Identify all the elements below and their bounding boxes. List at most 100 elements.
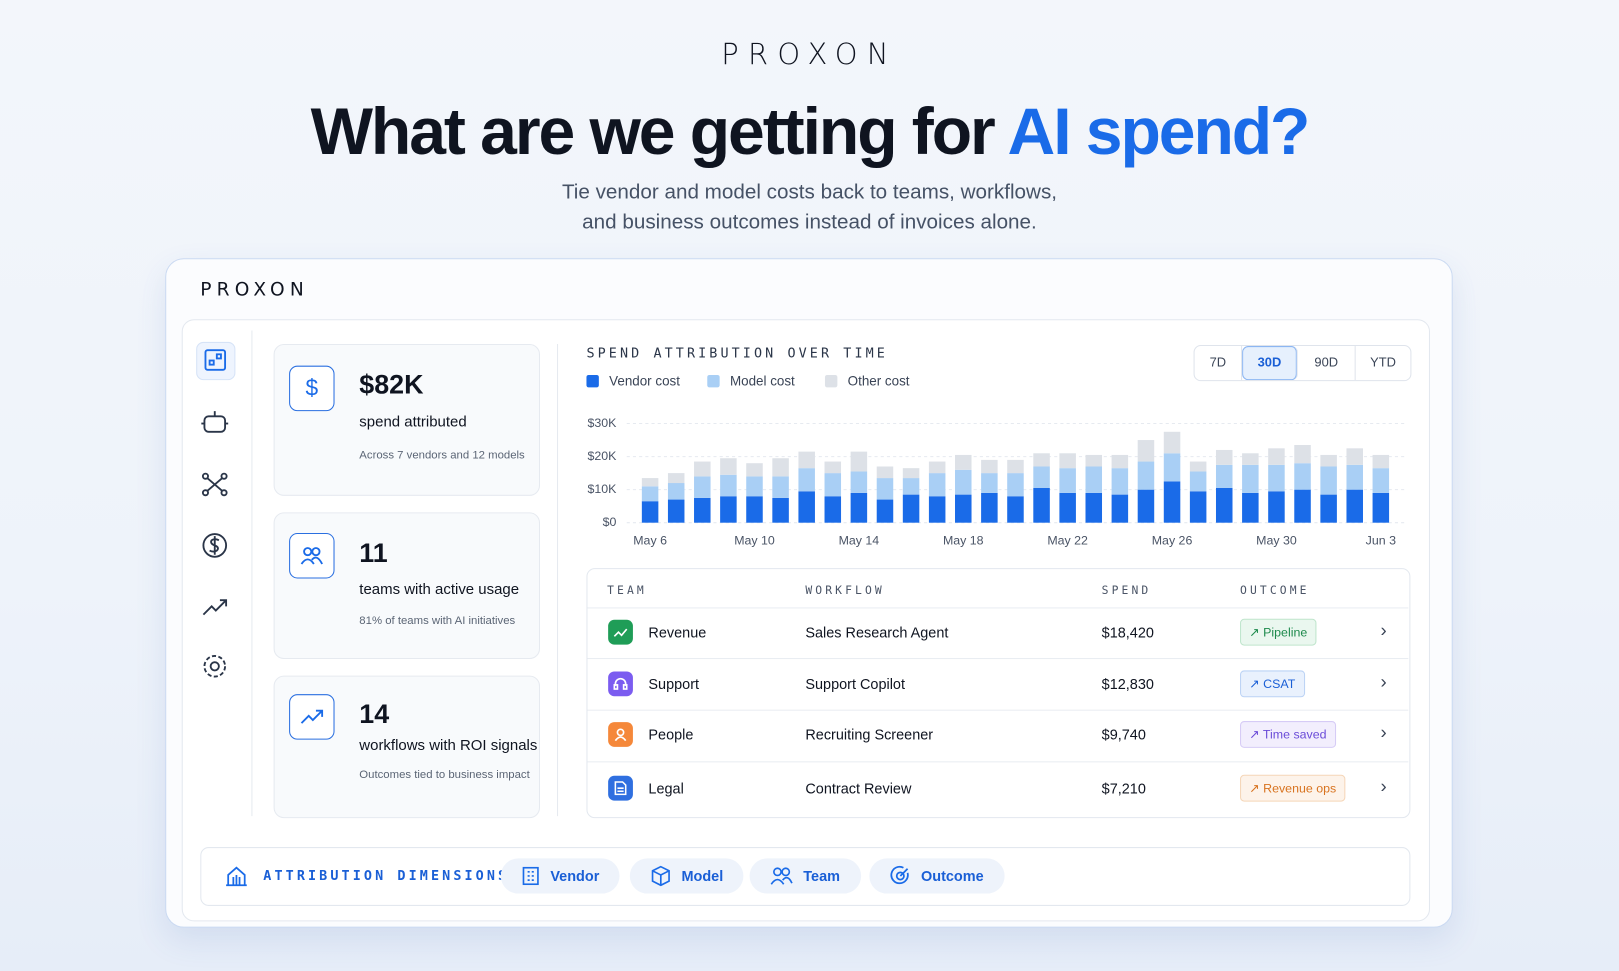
outcome: Pipeline xyxy=(1263,624,1308,640)
dimension-pill[interactable]: Vendor xyxy=(500,858,620,894)
bar-segment xyxy=(928,496,946,523)
team-icon xyxy=(608,722,633,747)
bar-segment xyxy=(694,476,711,498)
bar-segment xyxy=(1320,466,1337,495)
bar-segment xyxy=(824,473,842,497)
bar-segment xyxy=(876,466,894,479)
row-open[interactable]: › xyxy=(1380,619,1387,641)
bar-segment xyxy=(1163,481,1181,523)
bar-segment xyxy=(720,474,737,497)
legend-label: Vendor cost xyxy=(609,374,680,389)
bar-segment xyxy=(876,478,894,500)
column-header: OUTCOME xyxy=(1240,583,1310,598)
bar-segment xyxy=(1268,464,1285,492)
bar-segment xyxy=(955,494,972,523)
bar-segment xyxy=(1320,494,1337,523)
app-logo: PROXON xyxy=(200,278,309,301)
outcome: Time saved xyxy=(1262,727,1327,742)
bar-segment xyxy=(1346,448,1363,465)
headline-highlight: AI spend? xyxy=(1007,94,1311,169)
bar-segment xyxy=(1372,454,1390,469)
range-button[interactable]: 30D xyxy=(1242,346,1298,381)
column-header: WORKFLOW xyxy=(805,583,885,598)
y-tick-label: $30K xyxy=(588,416,618,430)
nav-dashboard[interactable] xyxy=(204,349,227,371)
bar-segment xyxy=(955,454,972,470)
dimension-pill[interactable]: Model xyxy=(629,858,744,894)
bar-segment xyxy=(1163,453,1181,482)
row-open[interactable]: › xyxy=(1380,671,1387,693)
bar-segment xyxy=(720,496,737,523)
bar-segment xyxy=(641,486,659,502)
dimension: Vendor xyxy=(550,867,600,885)
bar-segment xyxy=(1294,489,1311,523)
nav-trends[interactable] xyxy=(202,599,228,616)
nav-agents[interactable] xyxy=(201,411,229,433)
bar-segment xyxy=(720,458,737,475)
row-divider xyxy=(587,761,1409,763)
stat-icon xyxy=(289,533,335,579)
x-tick-label: May 22 xyxy=(1047,534,1088,548)
bar-segment xyxy=(1007,459,1024,474)
workflow: Recruiting Screener xyxy=(805,726,934,743)
bar-segment xyxy=(746,476,763,497)
range-button[interactable]: YTD xyxy=(1370,355,1396,370)
bar-segment xyxy=(955,469,972,495)
bar-segment xyxy=(1294,463,1311,490)
dimension-pill[interactable]: Team xyxy=(749,858,861,894)
legend-swatch xyxy=(824,374,838,388)
bar-segment xyxy=(798,491,815,523)
bar-segment xyxy=(850,471,868,493)
row-open[interactable]: › xyxy=(1380,722,1387,743)
stat-value: 14 xyxy=(359,698,390,730)
stat-icon: $ xyxy=(289,365,335,412)
x-tick-label: May 14 xyxy=(839,534,880,548)
column-header: TEAM xyxy=(607,583,647,598)
bar-segment xyxy=(772,458,789,477)
outcome-pill: ↗ Pipeline xyxy=(1240,618,1317,646)
team-icon xyxy=(608,671,633,697)
range-button[interactable]: 90D xyxy=(1298,346,1356,381)
bar-segment xyxy=(928,473,946,497)
row-open[interactable]: › xyxy=(1380,775,1387,797)
chart-title: SPEND ATTRIBUTION OVER TIME xyxy=(586,346,888,361)
outcome-pill: ↗ Time saved xyxy=(1240,721,1336,748)
headline: What are we getting for AI spend? xyxy=(0,93,1619,169)
outcome: Revenue ops xyxy=(1263,780,1337,796)
stat-note: 81% of teams with AI initiatives xyxy=(359,614,516,628)
nav-active[interactable] xyxy=(196,341,236,381)
y-tick-label: $0 xyxy=(603,515,617,529)
range-button[interactable]: 7D xyxy=(1195,346,1243,381)
legend-swatch xyxy=(707,374,720,388)
bar-segment xyxy=(1085,492,1103,523)
bar-segment xyxy=(667,499,685,523)
bar-segment xyxy=(1007,473,1024,497)
bar-segment xyxy=(1189,491,1207,523)
stat-icon xyxy=(289,694,335,740)
bar-segment xyxy=(1007,496,1024,523)
x-tick-label: May 6 xyxy=(633,534,667,548)
bar-segment xyxy=(1111,454,1129,469)
nav-graph[interactable] xyxy=(201,472,228,497)
bar-segment xyxy=(824,496,842,523)
nav-spend[interactable] xyxy=(202,533,228,558)
bar-segment xyxy=(1346,489,1363,523)
bar-segment xyxy=(1242,492,1259,523)
bar-segment xyxy=(1268,448,1285,465)
nav-settings[interactable] xyxy=(203,655,227,678)
bar-segment xyxy=(1059,453,1076,469)
workflow: Support Copilot xyxy=(805,675,906,693)
bar-segment xyxy=(981,459,998,474)
bar-segment xyxy=(694,497,711,523)
bar-segment xyxy=(902,468,920,479)
team: Support xyxy=(648,675,700,693)
dimension: Model xyxy=(681,867,724,885)
bar-segment xyxy=(772,476,789,498)
bar-segment xyxy=(1111,468,1129,495)
legend-swatch xyxy=(586,374,599,388)
dimension-pill[interactable]: Outcome xyxy=(869,858,1005,894)
bar-segment xyxy=(641,478,659,487)
column-header: SPEND xyxy=(1101,583,1152,598)
bar-segment xyxy=(902,494,920,523)
